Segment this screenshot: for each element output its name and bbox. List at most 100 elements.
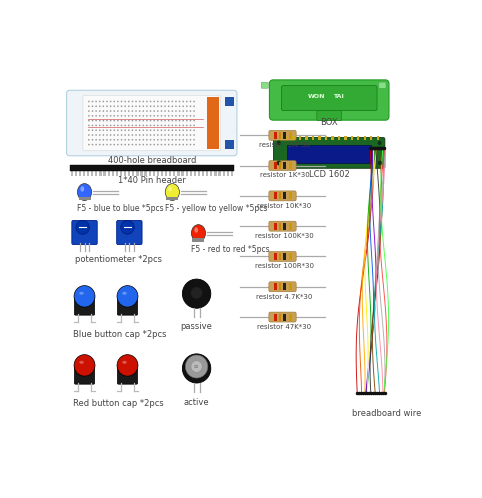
Circle shape bbox=[124, 144, 126, 145]
Circle shape bbox=[189, 115, 191, 117]
Circle shape bbox=[150, 129, 151, 131]
Circle shape bbox=[88, 110, 90, 112]
Circle shape bbox=[143, 115, 144, 117]
Bar bbox=[279, 223, 281, 230]
Ellipse shape bbox=[122, 292, 127, 295]
Circle shape bbox=[186, 129, 187, 131]
Circle shape bbox=[132, 129, 133, 131]
Bar bbox=[218, 170, 221, 176]
FancyBboxPatch shape bbox=[74, 297, 94, 315]
Circle shape bbox=[99, 110, 101, 112]
Bar bbox=[145, 170, 147, 176]
Circle shape bbox=[179, 139, 180, 140]
Circle shape bbox=[168, 144, 170, 145]
Circle shape bbox=[117, 124, 119, 126]
Bar bbox=[274, 223, 277, 230]
Circle shape bbox=[121, 221, 134, 234]
Circle shape bbox=[106, 120, 108, 122]
Circle shape bbox=[124, 110, 126, 112]
Circle shape bbox=[157, 110, 159, 112]
Circle shape bbox=[110, 120, 111, 122]
FancyBboxPatch shape bbox=[269, 282, 296, 292]
Text: breadboard wire: breadboard wire bbox=[352, 409, 422, 418]
Circle shape bbox=[146, 124, 148, 126]
Circle shape bbox=[193, 120, 195, 122]
Bar bbox=[214, 170, 216, 176]
Circle shape bbox=[153, 120, 155, 122]
Bar bbox=[91, 170, 94, 176]
Circle shape bbox=[95, 115, 97, 117]
Bar bbox=[116, 170, 118, 176]
Circle shape bbox=[175, 129, 177, 131]
Circle shape bbox=[117, 120, 119, 122]
Text: resistor 10K*30: resistor 10K*30 bbox=[257, 203, 311, 209]
Bar bbox=[132, 170, 134, 176]
Circle shape bbox=[92, 134, 94, 136]
Circle shape bbox=[132, 101, 133, 102]
FancyBboxPatch shape bbox=[269, 130, 296, 140]
Circle shape bbox=[157, 129, 159, 131]
Bar bbox=[287, 145, 372, 163]
Circle shape bbox=[175, 124, 177, 126]
Circle shape bbox=[106, 139, 108, 140]
Circle shape bbox=[189, 120, 191, 122]
Circle shape bbox=[161, 101, 162, 102]
Circle shape bbox=[153, 110, 155, 112]
Bar bbox=[344, 135, 347, 139]
Circle shape bbox=[117, 286, 138, 307]
Circle shape bbox=[168, 124, 170, 126]
Circle shape bbox=[161, 144, 162, 145]
Circle shape bbox=[186, 355, 208, 378]
FancyBboxPatch shape bbox=[317, 111, 342, 121]
Bar bbox=[279, 132, 281, 139]
Circle shape bbox=[186, 120, 187, 122]
Circle shape bbox=[120, 134, 122, 136]
Circle shape bbox=[74, 355, 95, 376]
Circle shape bbox=[135, 110, 137, 112]
Circle shape bbox=[182, 120, 184, 122]
Circle shape bbox=[139, 110, 140, 112]
FancyBboxPatch shape bbox=[269, 221, 296, 231]
Bar bbox=[289, 223, 292, 230]
Bar bbox=[70, 170, 73, 176]
Circle shape bbox=[103, 120, 104, 122]
Circle shape bbox=[186, 110, 187, 112]
Circle shape bbox=[135, 129, 137, 131]
Bar bbox=[207, 97, 219, 149]
Circle shape bbox=[124, 115, 126, 117]
Circle shape bbox=[139, 129, 140, 131]
Circle shape bbox=[99, 134, 101, 136]
Circle shape bbox=[150, 115, 151, 117]
Circle shape bbox=[135, 139, 137, 140]
Circle shape bbox=[110, 106, 111, 107]
Circle shape bbox=[146, 139, 148, 140]
Circle shape bbox=[106, 101, 108, 102]
Circle shape bbox=[132, 110, 133, 112]
Circle shape bbox=[175, 110, 177, 112]
Bar bbox=[283, 283, 286, 290]
Bar bbox=[75, 170, 77, 176]
Circle shape bbox=[132, 106, 133, 107]
Circle shape bbox=[88, 134, 90, 136]
Circle shape bbox=[103, 139, 104, 140]
Circle shape bbox=[95, 106, 97, 107]
Circle shape bbox=[95, 144, 97, 145]
Circle shape bbox=[182, 354, 211, 383]
Bar bbox=[165, 170, 167, 176]
Circle shape bbox=[113, 124, 115, 126]
Text: 1*40 Pin header: 1*40 Pin header bbox=[118, 176, 186, 185]
Bar bbox=[225, 97, 234, 107]
Circle shape bbox=[132, 124, 133, 126]
Circle shape bbox=[193, 124, 195, 126]
Circle shape bbox=[88, 120, 90, 122]
Bar bbox=[69, 165, 234, 171]
Circle shape bbox=[135, 124, 137, 126]
Circle shape bbox=[164, 129, 166, 131]
Circle shape bbox=[124, 129, 126, 131]
Circle shape bbox=[182, 106, 184, 107]
Bar bbox=[351, 135, 353, 139]
Circle shape bbox=[175, 106, 177, 107]
Bar bbox=[319, 135, 321, 139]
Circle shape bbox=[113, 144, 115, 145]
Circle shape bbox=[117, 101, 119, 102]
